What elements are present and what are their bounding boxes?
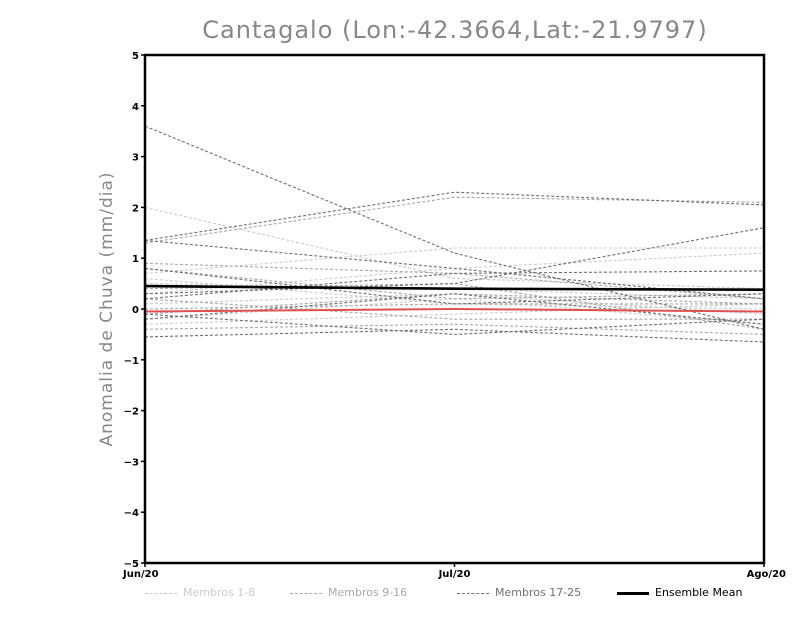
ensemble-mean-line: [144, 284, 765, 292]
y-tick-label: 2: [132, 203, 139, 214]
legend-swatch: [617, 591, 649, 595]
member-line-18: [144, 191, 765, 241]
legend-item-members-1-8: Membros 1-8: [145, 586, 255, 599]
member-line-20: [144, 267, 765, 305]
series-lines: [144, 125, 765, 343]
reference-line: [144, 307, 765, 313]
member-line-24: [144, 270, 765, 300]
member-line-15: [144, 267, 765, 300]
legend-item-ensemble-mean: Ensemble Mean: [617, 586, 742, 599]
y-tick-label: 3: [132, 153, 139, 164]
legend-swatch: [145, 592, 177, 594]
member-line-1: [144, 206, 765, 290]
member-line-13: [144, 298, 764, 320]
legend-label: Membros 17-25: [495, 586, 582, 599]
y-tick-label: −2: [124, 407, 139, 418]
legend-swatch: [290, 592, 322, 594]
y-axis-label: Anomalia de Chuva (mm/dia): [97, 171, 117, 446]
legend-label: Membros 9-16: [328, 586, 408, 599]
legend-swatch: [457, 592, 489, 594]
y-tick-label: 4: [132, 102, 139, 113]
legend-item-members-9-16: Membros 9-16: [290, 586, 407, 599]
y-tick-label: 0: [132, 305, 139, 316]
member-line-25: [144, 293, 765, 325]
member-line-21: [144, 227, 765, 295]
x-tick-label: Jun/20: [122, 569, 159, 580]
x-tick-label: Ago/20: [747, 569, 786, 580]
member-line-23: [144, 313, 765, 335]
y-tick-label: 1: [132, 254, 139, 265]
y-tick-label: −5: [124, 559, 139, 570]
legend-label: Membros 1-8: [183, 586, 256, 599]
y-tick-label: −3: [124, 457, 139, 468]
member-line-22: [144, 328, 765, 343]
member-line-19: [144, 239, 765, 300]
y-axis: −5 −4 −3 −2 −1 0 1 2 3 4 5: [124, 51, 145, 570]
member-line-9: [144, 196, 765, 244]
legend-item-members-17-25: Membros 17-25: [457, 586, 581, 599]
x-axis: Jun/20 Jul/20 Ago/20: [122, 563, 786, 580]
member-line-17: [144, 125, 765, 330]
legend-label: Ensemble Mean: [655, 586, 743, 599]
member-line-14: [144, 323, 765, 335]
y-tick-label: 5: [132, 51, 139, 62]
y-tick-label: −4: [124, 508, 139, 519]
member-line-2: [144, 247, 764, 274]
x-tick-label: Jul/20: [438, 569, 471, 580]
y-tick-label: −1: [124, 356, 139, 367]
chart-title: Cantagalo (Lon:-42.3664,Lat:-21.9797): [202, 16, 708, 44]
